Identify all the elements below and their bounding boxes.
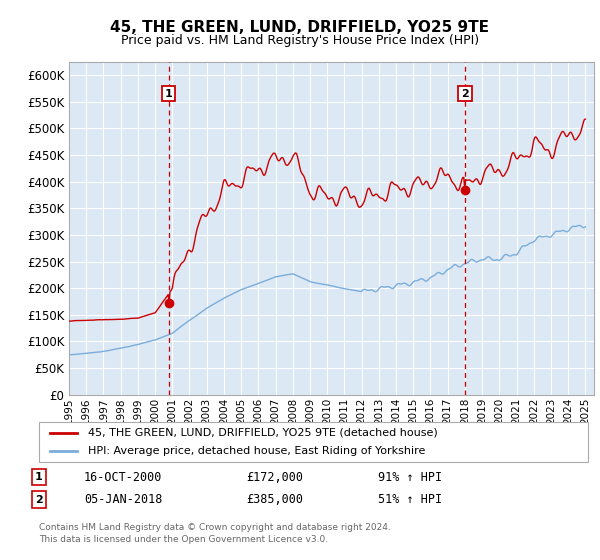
Text: 1: 1 [35, 472, 43, 482]
Text: 2: 2 [35, 494, 43, 505]
Text: 1: 1 [165, 88, 173, 99]
Text: 05-JAN-2018: 05-JAN-2018 [84, 493, 163, 506]
Text: 51% ↑ HPI: 51% ↑ HPI [378, 493, 442, 506]
Text: £172,000: £172,000 [246, 470, 303, 484]
FancyBboxPatch shape [39, 422, 588, 462]
Text: 16-OCT-2000: 16-OCT-2000 [84, 470, 163, 484]
Text: £385,000: £385,000 [246, 493, 303, 506]
Text: Contains HM Land Registry data © Crown copyright and database right 2024.
This d: Contains HM Land Registry data © Crown c… [39, 522, 391, 544]
Text: 2: 2 [461, 88, 469, 99]
Text: 45, THE GREEN, LUND, DRIFFIELD, YO25 9TE: 45, THE GREEN, LUND, DRIFFIELD, YO25 9TE [110, 20, 490, 35]
Text: Price paid vs. HM Land Registry's House Price Index (HPI): Price paid vs. HM Land Registry's House … [121, 34, 479, 46]
Text: 91% ↑ HPI: 91% ↑ HPI [378, 470, 442, 484]
Text: HPI: Average price, detached house, East Riding of Yorkshire: HPI: Average price, detached house, East… [88, 446, 426, 456]
Text: 45, THE GREEN, LUND, DRIFFIELD, YO25 9TE (detached house): 45, THE GREEN, LUND, DRIFFIELD, YO25 9TE… [88, 428, 438, 438]
